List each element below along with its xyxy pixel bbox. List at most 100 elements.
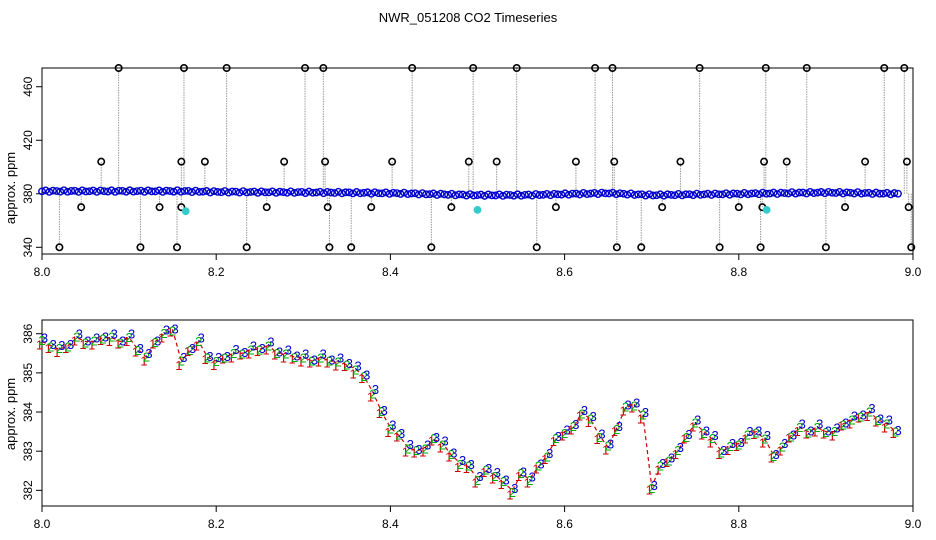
series-label-marker: 2 (143, 349, 150, 364)
series-label-marker: 1 (410, 445, 417, 460)
series-label-marker: 1 (463, 461, 470, 476)
series-label-marker: 1 (71, 334, 78, 349)
data-point (817, 188, 826, 196)
series-label-marker: 1 (611, 424, 618, 439)
series-label-marker: 3 (642, 405, 649, 420)
series-label-marker: 1 (750, 427, 757, 442)
data-point (495, 190, 504, 199)
outlier-point (301, 64, 310, 73)
series-label-marker: 2 (761, 431, 768, 446)
series-label-marker: 3 (76, 326, 83, 341)
outlier-point (464, 157, 473, 166)
data-point (575, 190, 584, 199)
series-label-marker: 1 (715, 447, 722, 462)
series-label-marker: 2 (256, 342, 263, 357)
series-label-marker: 1 (393, 430, 400, 445)
series-label-marker: 2 (38, 333, 45, 348)
data-point (334, 187, 343, 196)
series-label-marker: 1 (654, 462, 661, 477)
series-label-marker: 2 (787, 429, 794, 444)
series-label-marker: 3 (651, 478, 658, 493)
data-point (670, 191, 679, 200)
data-point (630, 191, 639, 199)
data-point (323, 187, 332, 196)
y-axis-label: approx. ppm (3, 378, 18, 450)
series-label-marker: 3 (511, 481, 518, 496)
series-label-marker: 1 (759, 436, 766, 451)
series-label-marker: 2 (47, 340, 54, 355)
data-point (316, 187, 324, 196)
data-point (144, 186, 152, 195)
series-label-marker: 2 (125, 330, 132, 345)
data-point (608, 188, 617, 197)
y-tick-label: 383 (21, 441, 35, 461)
data-point (414, 190, 423, 199)
outlier-point (532, 243, 541, 252)
series-label-marker: 2 (578, 407, 585, 422)
data-point (370, 188, 379, 197)
outlier-point (97, 157, 106, 166)
outlier-point (904, 203, 913, 212)
outlier-point (608, 64, 617, 73)
data-point (744, 190, 752, 199)
data-point (184, 186, 193, 195)
data-point (535, 191, 544, 199)
data-point (828, 188, 837, 197)
series-label-marker: 3 (712, 428, 719, 443)
data-point (41, 186, 50, 195)
series-label-marker: 3 (607, 437, 614, 452)
outlier-point (676, 157, 685, 166)
series-label-marker: 3 (616, 419, 623, 434)
outlier-point (347, 243, 356, 252)
outlier-point (408, 64, 417, 73)
series-label-marker: 2 (875, 413, 882, 428)
series-label-marker: 2 (169, 323, 176, 338)
series-label-marker: 3 (555, 429, 562, 444)
series-label-marker: 2 (82, 336, 89, 351)
data-point (125, 186, 134, 195)
series-label-marker: 3 (755, 423, 762, 438)
series-label-marker: 1 (593, 432, 600, 447)
outlier-point (173, 243, 182, 252)
plot-frame (41, 67, 914, 255)
series-label-marker: 2 (152, 335, 159, 350)
series-label-marker: 3 (372, 382, 379, 397)
series-label-marker: 2 (160, 326, 167, 341)
series-label-marker: 2 (195, 334, 202, 349)
data-point (349, 189, 357, 198)
data-point (480, 192, 489, 200)
series-label-marker: 1 (524, 475, 531, 490)
data-point (641, 191, 650, 200)
series-label-marker: 2 (683, 430, 690, 445)
series-label-marker: 3 (180, 350, 187, 365)
series-label-marker: 2 (369, 386, 376, 401)
data-point (381, 188, 390, 197)
y-tick-label: 386 (21, 323, 35, 343)
outlier-point (734, 203, 743, 212)
series-label-marker: 3 (677, 440, 684, 455)
data-point (38, 187, 46, 196)
series-label-marker: 3 (320, 346, 327, 361)
data-point (385, 189, 394, 198)
data-point (872, 188, 880, 197)
series-label-marker: 3 (860, 408, 867, 423)
data-point (96, 186, 105, 195)
series-label-marker: 2 (726, 439, 733, 454)
x-tick-label: 8.6 (556, 265, 573, 279)
series-label-marker: 2 (239, 346, 246, 361)
data-point (692, 189, 701, 198)
series-label-marker: 2 (456, 457, 463, 472)
data-point (114, 186, 123, 195)
series-label-marker: 2 (274, 346, 281, 361)
series-label-marker: 1 (454, 460, 461, 475)
data-point (850, 189, 859, 198)
data-point (861, 189, 869, 197)
outlier-point (447, 203, 456, 212)
outlier-point (782, 157, 791, 166)
outlier-point (242, 243, 251, 252)
data-point (133, 187, 142, 195)
x-tick-label: 8.0 (34, 517, 51, 531)
series-label-marker: 3 (799, 416, 806, 431)
data-point (564, 190, 573, 199)
data-point (268, 187, 277, 196)
